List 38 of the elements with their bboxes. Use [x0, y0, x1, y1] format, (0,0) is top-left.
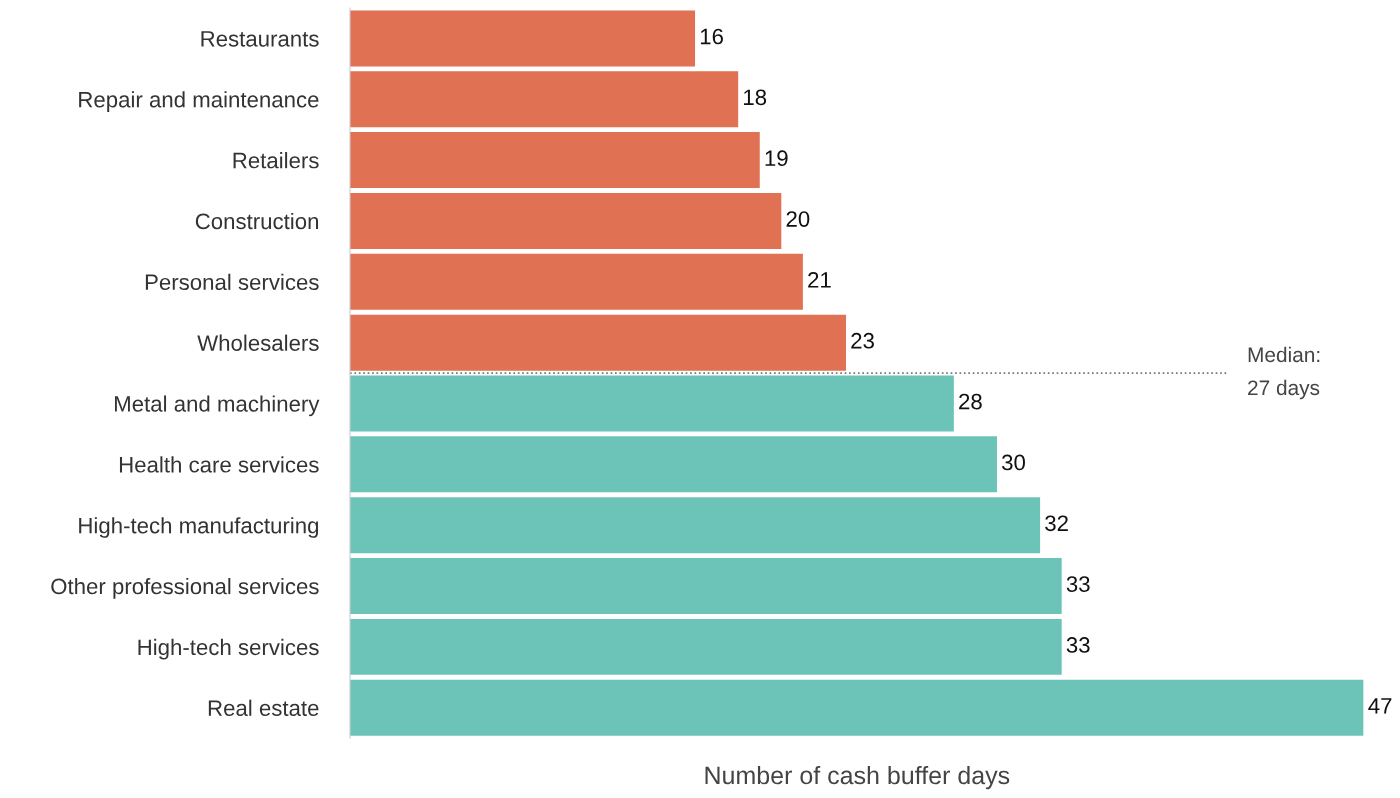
- y-tick-label: Repair and maintenance: [79, 91, 319, 112]
- bar: [350, 558, 1062, 615]
- data-label: 21: [808, 272, 831, 288]
- y-tick-label: Health care services: [119, 456, 319, 473]
- data-label: 33: [1066, 576, 1090, 592]
- bar: [350, 132, 760, 189]
- data-label: 18: [744, 89, 767, 106]
- data-label: 20: [786, 211, 810, 227]
- bar: [350, 253, 803, 310]
- y-tick-label: Restaurants: [201, 31, 319, 47]
- y-tick-label: Real estate: [208, 699, 319, 716]
- bar: [350, 192, 782, 249]
- bar: [350, 679, 1364, 736]
- y-tick-label: High-tech manufacturing: [79, 517, 319, 538]
- bar: [350, 375, 954, 432]
- y-tick-label: Personal services: [145, 273, 319, 291]
- data-label: 32: [1045, 515, 1068, 532]
- x-axis-title: Number of cash buffer days: [705, 765, 1010, 790]
- bar: [350, 618, 1062, 675]
- y-tick-label: Other professional services: [51, 577, 319, 599]
- y-tick-label: Retailers: [233, 152, 319, 169]
- annotation: Median: 27 days: [1248, 346, 1320, 400]
- y-tick-label: Metal and machinery: [115, 395, 320, 417]
- data-label: 19: [765, 150, 788, 167]
- y-tick-label: High-tech services: [138, 638, 319, 660]
- bar: [350, 314, 847, 371]
- data-label: 30: [1001, 454, 1025, 471]
- data-label: 16: [700, 28, 723, 45]
- data-label: 23: [851, 332, 874, 349]
- bar: [350, 71, 739, 128]
- bar: [350, 436, 997, 493]
- bar: [350, 497, 1041, 554]
- data-label: 33: [1066, 637, 1090, 653]
- y-tick-label: Construction: [195, 212, 319, 230]
- data-label: 47: [1368, 698, 1392, 714]
- data-label: 28: [959, 393, 982, 410]
- bar: [350, 10, 696, 67]
- y-tick-label: Wholesalers: [197, 334, 319, 351]
